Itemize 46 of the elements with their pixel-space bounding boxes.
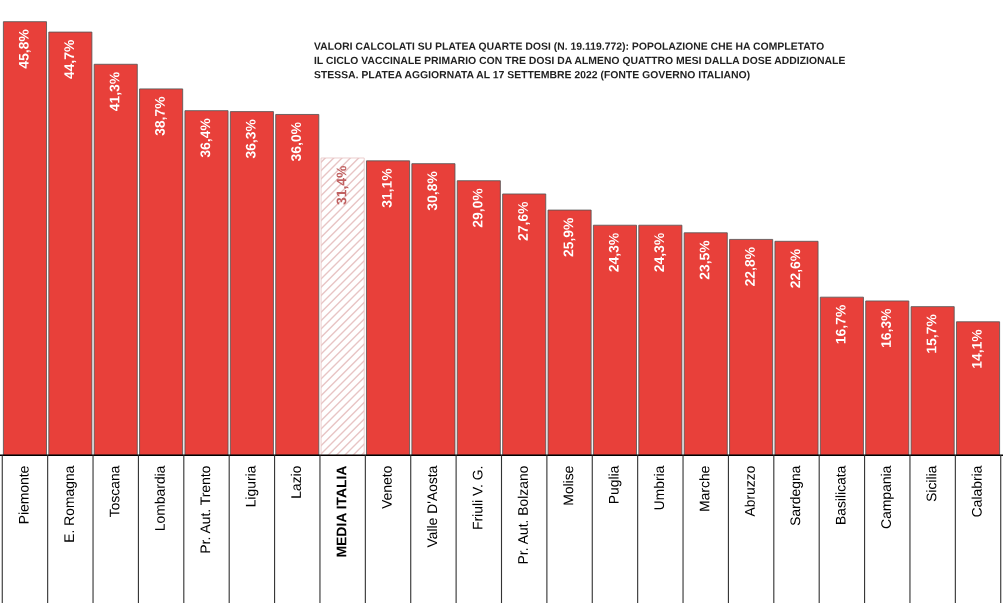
x-tick-label: Puglia (608, 465, 622, 504)
x-tick-label: Campania (880, 465, 894, 529)
data-label: 36,0% (291, 122, 304, 162)
x-tick-label: Valle D'Aosta (426, 465, 438, 548)
data-label: 16,3% (881, 308, 894, 348)
x-tick-label: Marche (699, 466, 710, 511)
data-label: 41,3% (109, 72, 122, 112)
x-tick-label: E. Romagna (64, 465, 77, 542)
data-label: 25,9% (563, 218, 576, 257)
x-tick-label: Veneto (382, 466, 392, 509)
x-tick-label: Molise (563, 466, 574, 505)
data-label: 24,3% (608, 233, 621, 272)
data-label: 14,1% (971, 329, 984, 368)
x-tick-label: Lombardia (154, 465, 165, 531)
x-tick-label: Toscana (109, 465, 120, 518)
x-tick-label: Basilicata (835, 465, 846, 524)
x-tick-label: Pr. Aut. Trento (200, 466, 211, 553)
data-label: 24,3% (654, 233, 667, 272)
x-tick-label: Lazio (290, 466, 301, 498)
bar (320, 157, 365, 456)
data-label: 29,0% (472, 188, 485, 228)
x-tick-label: Umbria (653, 465, 665, 510)
x-tick-label: Liguria (245, 465, 259, 507)
data-label: 22,6% (790, 249, 803, 288)
data-label: 31,4% (336, 165, 349, 205)
x-tick-label: Abruzzo (744, 466, 755, 517)
data-label: 15,7% (926, 314, 939, 353)
x-tick-label: Sicilia (926, 465, 937, 502)
data-label: 38,7% (155, 96, 167, 136)
x-tick-label: Sardegna (790, 465, 803, 526)
x-tick-label: Pr. Aut. Bolzano (517, 466, 528, 564)
x-tick-label: Piemonte (18, 466, 29, 524)
data-label: 23,5% (699, 240, 712, 280)
data-label: 36,4% (200, 118, 213, 158)
data-label: 31,1% (381, 168, 394, 208)
data-label: 45,8% (18, 29, 31, 69)
data-label: 27,6% (518, 201, 530, 241)
data-label: 16,7% (835, 305, 848, 344)
x-tick-label: Calabria (971, 465, 982, 517)
data-label: 22,8% (745, 247, 757, 286)
data-label: 30,8% (427, 171, 440, 211)
annotation: VALORI CALCOLATI SU PLATEA QUARTE DOSI (N. 19.119.772): POPOLAZIONE CHE HA COMPLETATO IL CICLO VACCINALE PRIMARIO CON TRE DOSI DA ALMENO QUATTRO MESI DALLA DOSE ADDIZIONALE STESSA. PLATEA AGGIORNATA AL 17 SETTEMBRE 2022 (FONTE GOVERNO ITALIANO) (314, 42, 845, 81)
x-tick-label: Friuli V. G. (472, 466, 483, 529)
x-tick-label: MEDIA ITALIA (336, 465, 347, 557)
data-label: 36,3% (245, 119, 258, 159)
data-label: 44,7% (64, 40, 77, 79)
